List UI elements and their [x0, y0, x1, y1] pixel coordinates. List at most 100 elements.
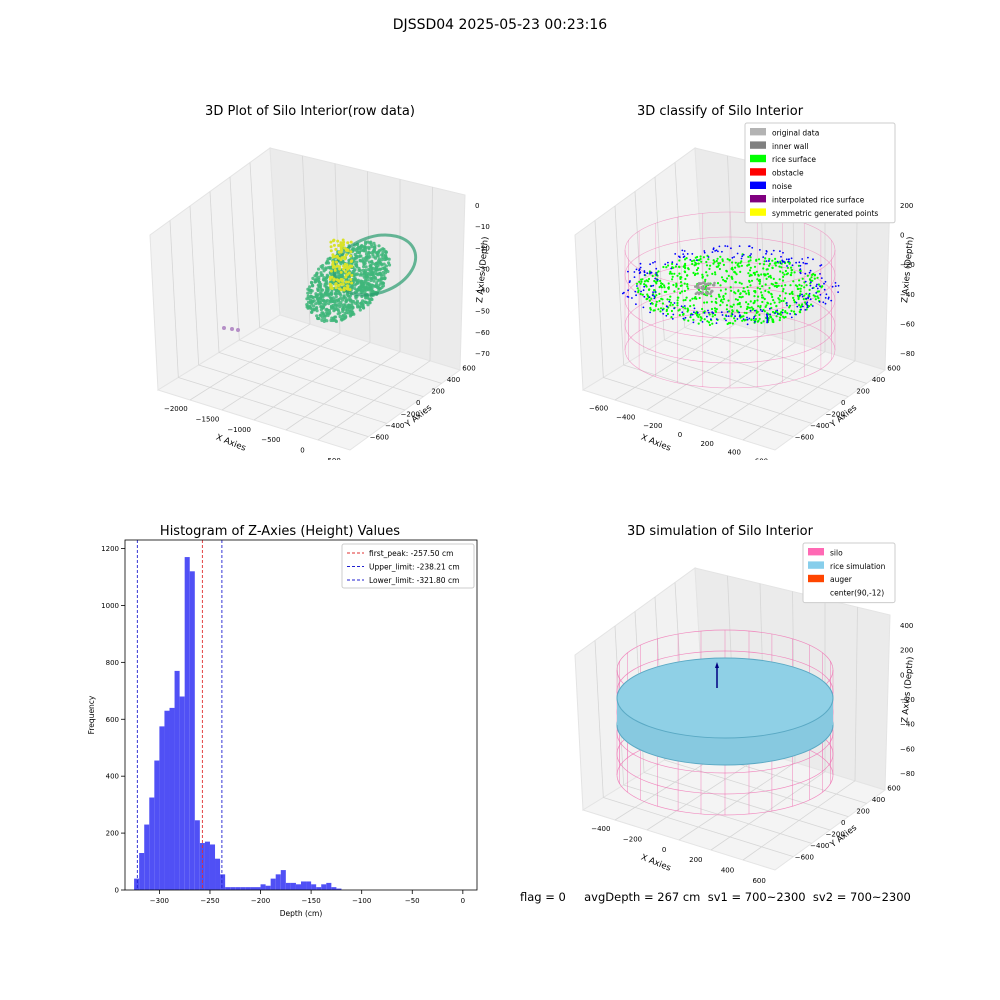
histogram-bar — [240, 887, 246, 890]
rice-surface-point — [740, 264, 743, 267]
data-point — [342, 295, 346, 299]
rice-surface-point — [695, 268, 699, 272]
rice-surface-point — [747, 272, 750, 275]
noise-point — [726, 245, 729, 248]
rice-surface-point — [760, 291, 763, 294]
rice-surface-point — [717, 293, 720, 296]
data-point — [356, 281, 360, 285]
rice-surface-point — [700, 260, 703, 263]
data-point — [361, 257, 365, 261]
rice-surface-point — [683, 282, 686, 285]
data-point — [329, 240, 333, 244]
rice-surface-point — [687, 267, 690, 270]
noise-point — [714, 250, 716, 252]
rice-surface-point — [703, 301, 706, 304]
rice-surface-point — [746, 285, 749, 289]
z-tick-label: −600 — [900, 320, 915, 328]
rice-surface-point — [725, 269, 728, 272]
rice-surface-point — [661, 302, 665, 305]
noise-point — [748, 245, 750, 248]
noise-point — [765, 250, 768, 252]
legend-swatch — [750, 168, 766, 176]
noise-point — [804, 309, 807, 311]
noise-point — [725, 315, 728, 317]
rice-surface-point — [776, 311, 779, 314]
rice-surface-point — [802, 298, 805, 301]
data-point — [333, 268, 337, 272]
rice-surface-point — [693, 273, 696, 277]
rice-surface-point — [645, 285, 648, 288]
rice-surface-point — [767, 275, 770, 278]
noise-point — [692, 321, 695, 324]
data-point — [372, 272, 376, 276]
rice-surface-point — [799, 306, 802, 309]
x-tick-label: 200 — [700, 440, 713, 448]
rice-surface-point — [799, 290, 802, 293]
noise-point — [806, 262, 808, 265]
rice-surface-point — [719, 284, 722, 287]
histogram-bar — [245, 887, 251, 890]
data-point — [369, 290, 373, 294]
rice-surface-point — [662, 265, 665, 269]
histogram-bar — [139, 853, 145, 890]
noise-point — [780, 255, 782, 258]
rice-surface-point — [792, 310, 796, 313]
rice-surface-point — [781, 271, 784, 274]
data-point — [382, 262, 386, 266]
rice-surface-point — [722, 298, 726, 301]
data-point — [351, 306, 355, 310]
histogram-bar — [265, 885, 271, 890]
data-point — [370, 245, 374, 249]
noise-point — [799, 264, 802, 267]
rice-surface-point — [775, 315, 778, 318]
noise-point — [623, 291, 625, 294]
histogram-bar — [260, 884, 266, 890]
rice-surface-point — [717, 262, 720, 265]
data-point — [384, 253, 388, 257]
rice-surface-point — [748, 306, 751, 309]
data-point — [312, 307, 316, 312]
data-point — [367, 247, 371, 251]
data-point — [344, 280, 348, 284]
inner-wall-point — [702, 281, 706, 284]
histogram-bar — [326, 882, 332, 890]
data-point — [359, 279, 363, 283]
data-point — [370, 266, 374, 270]
y-tick-label: 0 — [841, 819, 845, 827]
rice-surface-point — [735, 273, 738, 276]
data-point — [330, 287, 334, 290]
data-point — [359, 272, 363, 276]
rice-surface-point — [686, 283, 689, 286]
noise-point — [731, 313, 734, 316]
y-tick-label: −200 — [401, 410, 420, 418]
data-point — [364, 265, 368, 269]
rice-surface-point — [774, 264, 777, 267]
noise-point — [691, 253, 694, 255]
data-point — [355, 249, 359, 253]
noise-point — [671, 261, 674, 264]
histogram-bar — [275, 874, 281, 890]
noise-point — [772, 249, 775, 252]
rice-surface-point — [667, 282, 670, 285]
rice-surface-point — [696, 255, 699, 259]
histogram-bar — [189, 571, 195, 890]
rice-surface-point — [790, 271, 793, 274]
data-point — [349, 250, 353, 254]
rice-surface-point — [693, 264, 696, 267]
outlier-point — [230, 327, 234, 331]
noise-point — [779, 250, 781, 253]
noise-point — [707, 309, 709, 312]
data-point — [349, 278, 353, 281]
rice-surface-point — [668, 298, 671, 301]
legend-swatch — [750, 181, 766, 189]
data-point — [374, 256, 378, 260]
rice-surface-point — [727, 299, 730, 302]
rice-surface-point — [676, 304, 679, 307]
histogram-bar — [280, 870, 286, 890]
histogram-bar — [179, 696, 185, 890]
data-point — [305, 297, 309, 301]
histogram-bar — [306, 881, 312, 890]
data-point — [338, 291, 342, 295]
grid-line — [317, 360, 431, 441]
y-tick-label: 200 — [856, 388, 869, 396]
